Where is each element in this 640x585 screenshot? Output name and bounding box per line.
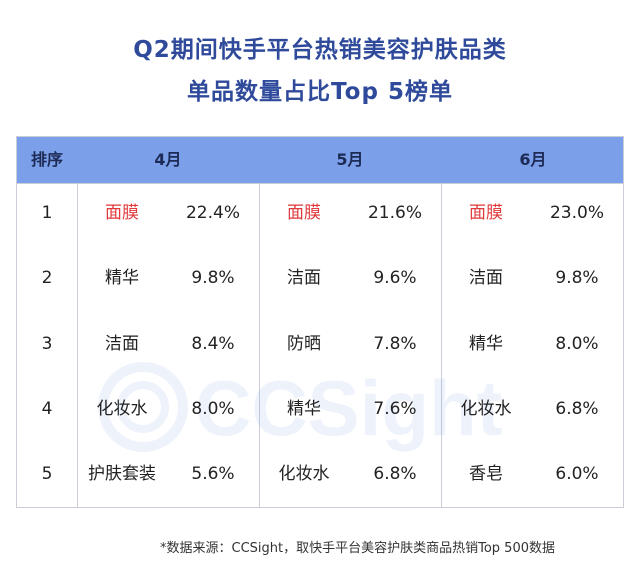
category-name: 洁面	[105, 334, 139, 354]
table-header: 排序 4月 5月 6月	[17, 137, 623, 183]
category-name: 护肤套装	[88, 464, 156, 484]
category-share: 21.6%	[367, 203, 422, 223]
category-name: 化妆水	[96, 399, 148, 419]
category-name: 化妆水	[460, 399, 512, 419]
category-share: 6.0%	[555, 464, 599, 484]
header-divider	[17, 183, 623, 184]
category-share: 8.0%	[191, 399, 235, 419]
category-name: 精华	[287, 399, 321, 419]
category-share: 7.8%	[373, 334, 417, 354]
category-share: 22.4%	[185, 203, 240, 223]
category-name: 防晒	[287, 334, 321, 354]
header-april: 4月	[154, 150, 182, 169]
rank-cell: 1	[41, 203, 53, 223]
data-source-note: *数据来源：CCSight，取快手平台美容护肤类商品热销Top 500数据	[160, 541, 555, 556]
category-name: 洁面	[469, 268, 503, 288]
rank-cell: 4	[41, 399, 53, 419]
category-share: 9.6%	[373, 268, 417, 288]
category-share: 9.8%	[555, 268, 599, 288]
category-share: 7.6%	[373, 399, 417, 419]
header-may: 5月	[336, 150, 364, 169]
category-name: 面膜	[105, 203, 139, 223]
header-rank: 排序	[30, 150, 63, 169]
category-share: 23.0%	[549, 203, 604, 223]
page-title-line2: 单品数量占比Top 5榜单	[187, 79, 453, 105]
column-divider	[441, 183, 442, 507]
header-june: 6月	[519, 150, 547, 169]
category-name: 精华	[105, 268, 139, 288]
category-name: 香皂	[469, 464, 503, 484]
column-divider	[77, 183, 78, 507]
ranking-table: 排序 4月 5月 6月 CCSight 1 面膜 22.4% 面膜 21.6% 面膜 23.…	[16, 136, 624, 508]
column-divider	[259, 183, 260, 507]
category-name: 面膜	[287, 203, 321, 223]
category-name: 精华	[469, 334, 503, 354]
rank-cell: 2	[41, 268, 53, 288]
category-name: 化妆水	[278, 464, 330, 484]
page-title-line1: Q2期间快手平台热销美容护肤品类	[133, 37, 507, 63]
rank-cell: 5	[41, 464, 53, 484]
category-share: 8.0%	[555, 334, 599, 354]
category-share: 6.8%	[373, 464, 417, 484]
category-name: 洁面	[287, 268, 321, 288]
category-name: 面膜	[469, 203, 503, 223]
rank-cell: 3	[41, 334, 53, 354]
category-share: 5.6%	[191, 464, 235, 484]
category-share: 9.8%	[191, 268, 235, 288]
category-share: 8.4%	[191, 334, 235, 354]
category-share: 6.8%	[555, 399, 599, 419]
